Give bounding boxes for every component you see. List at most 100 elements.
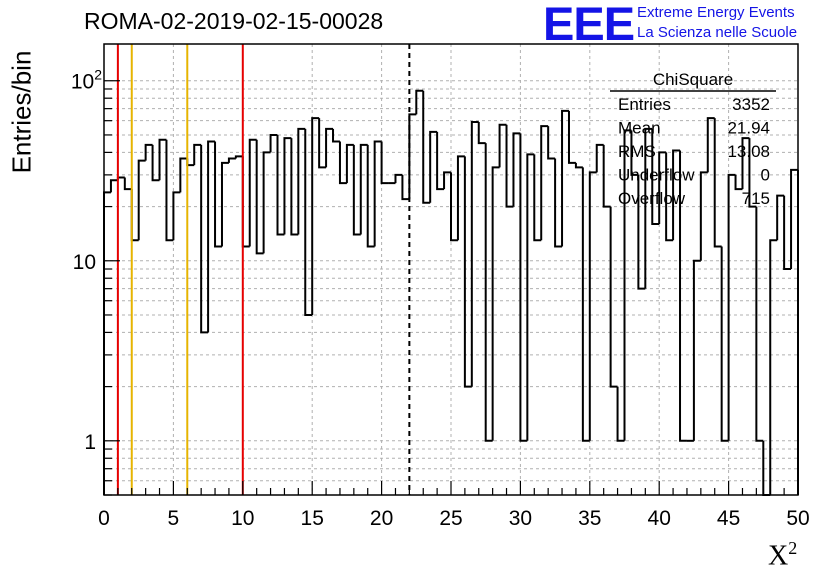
stats-label: Overflow bbox=[618, 189, 686, 208]
histogram-bin bbox=[512, 132, 521, 207]
histogram-bin bbox=[200, 144, 209, 334]
histogram-bin bbox=[290, 138, 299, 236]
histogram-bin bbox=[665, 152, 674, 242]
histogram-bin bbox=[262, 151, 271, 254]
histogram-bin bbox=[450, 172, 458, 242]
histogram-bin bbox=[540, 125, 549, 241]
reference-lines bbox=[116, 44, 411, 495]
x-tick-label: 40 bbox=[648, 507, 671, 530]
histogram-bin bbox=[422, 90, 431, 204]
histogram-bin bbox=[783, 195, 792, 271]
histogram-bin bbox=[491, 166, 500, 441]
grid-lines bbox=[103, 44, 799, 496]
tick-labels: 0 5 10 15 20 25 30 35 40 45 50 1 10 102 bbox=[71, 67, 810, 530]
histogram-bin bbox=[630, 130, 639, 176]
histogram-bin bbox=[332, 128, 340, 143]
histogram-bin bbox=[276, 134, 285, 236]
histogram-bin bbox=[311, 117, 320, 315]
histogram-bin bbox=[408, 113, 417, 200]
histogram-bin bbox=[373, 140, 382, 247]
histogram-bin bbox=[380, 141, 389, 185]
stats-value: 715 bbox=[742, 189, 770, 208]
histogram-bin bbox=[672, 149, 681, 241]
histogram-bin bbox=[790, 168, 798, 270]
x-tick-label: 50 bbox=[786, 507, 809, 530]
histogram-bin bbox=[720, 246, 729, 442]
histogram-bin bbox=[415, 89, 424, 115]
histogram-bin bbox=[207, 140, 216, 333]
x-axis-label-base: X bbox=[768, 540, 789, 572]
histogram-bin bbox=[602, 144, 611, 208]
x-tick-label: 25 bbox=[439, 507, 462, 530]
histogram-bin bbox=[366, 144, 375, 248]
stats-value: 3352 bbox=[732, 95, 770, 114]
histogram-bin bbox=[304, 128, 313, 316]
histogram-bin bbox=[519, 133, 528, 442]
histogram-bin bbox=[658, 151, 667, 225]
histogram-bin bbox=[193, 143, 202, 166]
histogram-bin bbox=[179, 157, 188, 193]
logo-mark: EEE bbox=[543, 0, 635, 50]
axis-ticks bbox=[103, 80, 799, 496]
x-tick-label: 5 bbox=[168, 507, 180, 530]
histogram-bin bbox=[220, 161, 229, 247]
eee-logo: EEE Extreme Energy Events La Scienza nel… bbox=[543, 0, 833, 50]
histogram-bin bbox=[352, 144, 361, 236]
histogram-bin bbox=[741, 137, 750, 190]
histogram-bin bbox=[470, 121, 479, 387]
histogram-bin bbox=[713, 118, 722, 248]
stats-value: 0 bbox=[761, 166, 770, 185]
histogram-bin bbox=[748, 138, 757, 208]
histogram-bin bbox=[456, 155, 465, 241]
histogram-bin bbox=[574, 162, 583, 169]
logo-line-2: La Scienza nelle Scuole bbox=[637, 24, 798, 41]
stats-label: Underflow bbox=[618, 166, 695, 185]
histogram-bin bbox=[116, 176, 125, 181]
histogram-bin bbox=[234, 155, 243, 159]
histogram-bin bbox=[401, 174, 410, 201]
stats-value: 21.94 bbox=[727, 119, 770, 138]
histogram-bin bbox=[533, 154, 542, 242]
stats-label: RMS bbox=[618, 142, 656, 161]
histogram-bin bbox=[318, 118, 327, 169]
histogram-bin bbox=[505, 124, 514, 208]
histogram-bin bbox=[734, 174, 743, 191]
histogram-bin bbox=[255, 139, 264, 255]
histogram-bin bbox=[755, 206, 764, 442]
histogram-bin bbox=[394, 173, 403, 184]
y-tick-label: 102 bbox=[71, 67, 102, 94]
histogram-bin bbox=[651, 128, 660, 226]
x-axis-label: X2 bbox=[768, 538, 797, 572]
x-tick-label: 20 bbox=[370, 507, 393, 530]
histogram-bin bbox=[214, 141, 222, 248]
stats-label: Mean bbox=[618, 119, 661, 138]
histogram-bin bbox=[644, 127, 653, 289]
histogram-bin bbox=[137, 159, 146, 241]
histogram-bin bbox=[436, 131, 445, 191]
histogram-bin bbox=[637, 174, 646, 290]
histogram-bin bbox=[269, 133, 278, 153]
histogram-bin bbox=[498, 123, 507, 168]
x-axis-label-exponent: 2 bbox=[788, 538, 798, 558]
histogram-bin bbox=[699, 171, 708, 261]
histogram-bin bbox=[345, 143, 354, 184]
histogram-bin bbox=[561, 109, 569, 247]
histogram-bin bbox=[338, 141, 347, 185]
histogram-bin bbox=[297, 127, 306, 235]
stats-label: Entries bbox=[618, 95, 671, 114]
histogram-bin bbox=[109, 179, 118, 193]
y-tick-label: 1 bbox=[84, 431, 96, 454]
x-tick-label: 45 bbox=[717, 507, 740, 530]
histogram-bin bbox=[359, 143, 368, 235]
histogram-bin bbox=[283, 137, 292, 235]
histogram-bin bbox=[776, 194, 785, 241]
histogram-bin bbox=[727, 173, 736, 441]
histogram-bin bbox=[679, 150, 687, 442]
histogram-bin bbox=[477, 122, 486, 145]
histogram-bin bbox=[165, 139, 174, 242]
y-tick-label: 10 bbox=[73, 251, 96, 274]
histogram-bin bbox=[547, 126, 556, 160]
histogram-bin bbox=[248, 138, 257, 247]
histogram-bin bbox=[130, 189, 139, 242]
